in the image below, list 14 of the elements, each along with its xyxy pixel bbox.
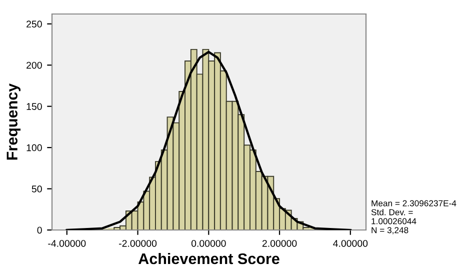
- x-tick-label: 4.00000: [333, 240, 368, 247]
- y-axis-title: Frequency: [6, 83, 21, 160]
- y-tick-label: 150: [26, 103, 42, 110]
- x-axis-title: Achievement Score: [138, 252, 280, 264]
- x-tick-label: 0.00000: [191, 240, 226, 247]
- y-tick-label: 250: [26, 20, 42, 28]
- x-tick-label: 2.00000: [262, 240, 297, 247]
- y-tick-label: 200: [26, 62, 42, 69]
- text: Mean = 2.3096237E-4 Std. Dev. = 1.00026044 N = 3,248: [371, 200, 456, 234]
- y-tick-label: 100: [26, 144, 42, 152]
- y-tick-label: 50: [32, 186, 42, 192]
- x-tick-label: -2.00000: [119, 240, 157, 247]
- y-tick-label: 0: [37, 226, 42, 234]
- x-tick-label: -4.00000: [48, 240, 86, 247]
